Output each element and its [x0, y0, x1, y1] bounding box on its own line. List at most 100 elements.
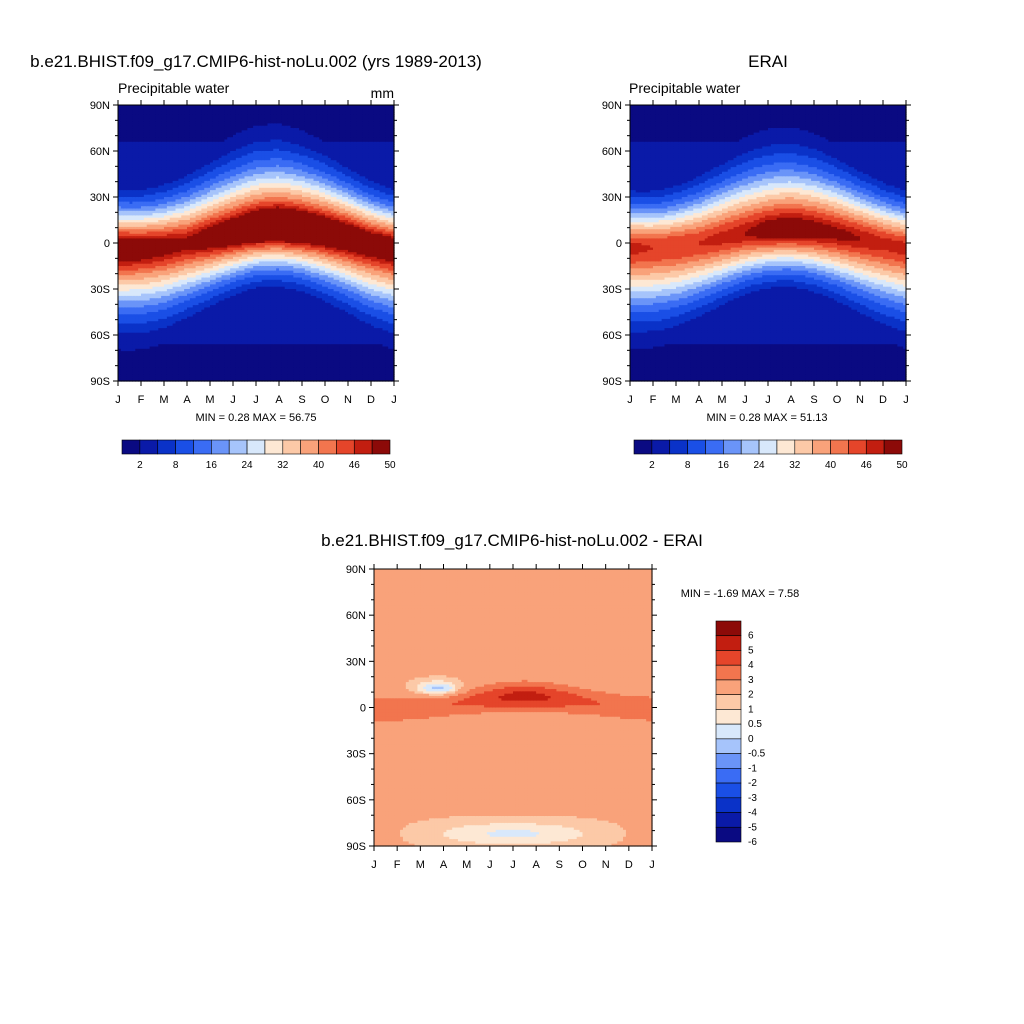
contour-cell — [169, 105, 174, 108]
contour-cell — [143, 302, 148, 306]
contour-cell — [166, 185, 171, 189]
contour-cell — [161, 236, 165, 239]
contour-cell — [126, 203, 131, 207]
contour-cell — [118, 169, 122, 173]
contour-cell — [126, 118, 131, 122]
contour-cell — [138, 309, 142, 313]
contour-cell — [123, 233, 128, 237]
contour-cell — [146, 229, 151, 233]
contour-cell — [178, 201, 182, 205]
contour-cell — [126, 362, 131, 366]
contour-cell — [141, 236, 145, 239]
contour-cell — [158, 286, 162, 290]
contour-cell — [120, 167, 125, 170]
contour-cell — [141, 213, 145, 216]
contour-cell — [123, 341, 128, 345]
contour-cell — [175, 323, 179, 327]
contour-cell — [166, 176, 171, 180]
contour-cell — [126, 123, 131, 127]
contour-cell — [126, 376, 131, 380]
contour-cell — [126, 151, 131, 154]
contour-cell — [155, 355, 159, 359]
contour-cell — [155, 364, 159, 368]
contour-cell — [149, 335, 154, 338]
contour-cell — [120, 238, 125, 242]
contour-cell — [118, 132, 122, 136]
contour-cell — [178, 183, 182, 187]
contour-cell — [118, 341, 122, 345]
contour-cell — [169, 187, 174, 191]
contour-cell — [172, 328, 177, 331]
contour-cell — [123, 146, 128, 150]
contour-cell — [169, 353, 174, 357]
contour-cell — [161, 323, 165, 327]
contour-cell — [120, 284, 125, 288]
contour-cell — [169, 305, 174, 308]
contour-cell — [138, 192, 142, 196]
contour-cell — [132, 139, 136, 143]
contour-cell — [132, 374, 136, 377]
contour-cell — [172, 298, 177, 302]
contour-cell — [164, 291, 168, 295]
contour-cell — [158, 351, 162, 354]
contour-cell — [138, 215, 142, 219]
contour-cell — [161, 358, 165, 361]
contour-cell — [132, 171, 136, 175]
contour-cell — [143, 371, 148, 375]
contour-cell — [135, 121, 139, 124]
contour-cell — [155, 187, 159, 191]
contour-cell — [126, 224, 131, 228]
contour-cell — [143, 185, 148, 189]
contour-cell — [123, 295, 128, 299]
contour-cell — [129, 148, 133, 152]
contour-cell — [129, 144, 133, 147]
contour-cell — [118, 240, 122, 244]
contour-cell — [118, 256, 122, 260]
contour-cell — [118, 254, 122, 258]
contour-cell — [138, 261, 142, 265]
contour-cell — [169, 231, 174, 235]
contour-cell — [158, 226, 162, 230]
contour-cell — [149, 121, 154, 124]
contour-cell — [155, 261, 159, 265]
contour-cell — [164, 153, 168, 157]
contour-cell — [149, 358, 154, 361]
contour-cell — [118, 220, 122, 223]
contour-cell — [155, 284, 159, 288]
contour-cell — [138, 167, 142, 170]
contour-cell — [138, 247, 142, 251]
contour-cell — [166, 105, 171, 108]
contour-cell — [146, 316, 151, 320]
contour-cell — [135, 298, 139, 302]
contour-cell — [129, 236, 133, 239]
contour-cell — [178, 254, 182, 258]
contour-cell — [135, 231, 139, 235]
contour-cell — [161, 194, 165, 198]
contour-cell — [146, 355, 151, 359]
contour-cell — [123, 199, 128, 203]
contour-cell — [152, 247, 156, 251]
contour-cell — [132, 247, 136, 251]
contour-cell — [118, 192, 122, 196]
contour-cell — [149, 118, 154, 122]
contour-cell — [161, 282, 165, 285]
contour-cell — [161, 238, 165, 242]
contour-cell — [164, 155, 168, 159]
contour-cell — [155, 176, 159, 180]
contour-cell — [164, 174, 168, 177]
contour-cell — [158, 128, 162, 131]
contour-cell — [135, 220, 139, 223]
contour-cell — [138, 355, 142, 359]
contour-cell — [149, 157, 154, 161]
contour-cell — [126, 171, 131, 175]
contour-cell — [135, 358, 139, 361]
contour-cell — [149, 344, 154, 348]
contour-cell — [172, 116, 177, 120]
contour-cell — [169, 374, 174, 377]
contour-cell — [149, 174, 154, 177]
contour-cell — [166, 192, 171, 196]
contour-cell — [175, 245, 179, 249]
contour-cell — [172, 305, 177, 308]
contour-cell — [178, 134, 182, 138]
contour-cell — [158, 185, 162, 189]
